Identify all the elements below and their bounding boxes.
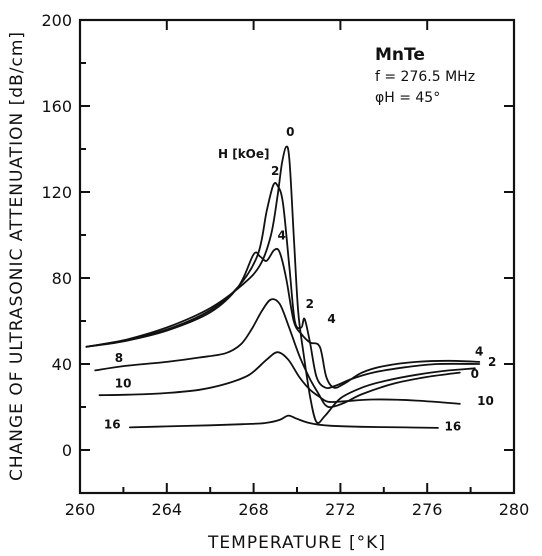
curves	[85, 145, 481, 429]
x-tick-label: 268	[238, 500, 269, 519]
y-tick-label: 40	[52, 355, 72, 374]
curve-label-10: 10	[477, 394, 494, 408]
curve-label-16: 16	[104, 418, 121, 432]
frequency-label: f = 276.5 MHz	[375, 69, 475, 85]
curve-label-16: 16	[445, 420, 462, 434]
curve-h-8	[94, 298, 461, 409]
curve-label-4: 4	[277, 228, 285, 242]
curve-h-0	[85, 145, 476, 424]
angle-label: φH = 45°	[375, 90, 440, 106]
material-label: MnTe	[375, 45, 425, 65]
x-tick-label: 280	[499, 500, 530, 519]
curve-label-2: 2	[271, 164, 279, 178]
y-axis-title: CHANGE OF ULTRASONIC ATTENUATION [dB/cm]	[7, 31, 27, 481]
curve-h-2	[85, 182, 481, 389]
y-tick-label: 200	[41, 11, 72, 30]
curve-label-0: 0	[286, 125, 294, 139]
curve-label-2: 2	[306, 297, 314, 311]
x-tick-label: 272	[325, 500, 356, 519]
y-tick-label: 120	[41, 183, 72, 202]
x-tick-label: 276	[412, 500, 443, 519]
curve-h-4	[85, 247, 481, 389]
x-axis-title: TEMPERATURE [°K]	[207, 533, 386, 553]
curve-label-4: 4	[475, 344, 483, 358]
y-tick-label: 160	[41, 97, 72, 116]
y-tick-label: 0	[62, 441, 72, 460]
y-tick-label: 80	[52, 269, 72, 288]
curve-label-4: 4	[327, 312, 335, 326]
x-tick-label: 264	[152, 500, 183, 519]
curve-h-10	[98, 351, 461, 405]
x-tick-label: 260	[65, 500, 96, 519]
curve-label-2: 2	[488, 355, 496, 369]
field-unit-label: H [kOe]	[218, 147, 270, 161]
curve-label-0: 0	[471, 367, 479, 381]
curve-label-8: 8	[115, 351, 123, 365]
curve-h-16	[129, 414, 439, 429]
curve-label-10: 10	[115, 377, 132, 391]
